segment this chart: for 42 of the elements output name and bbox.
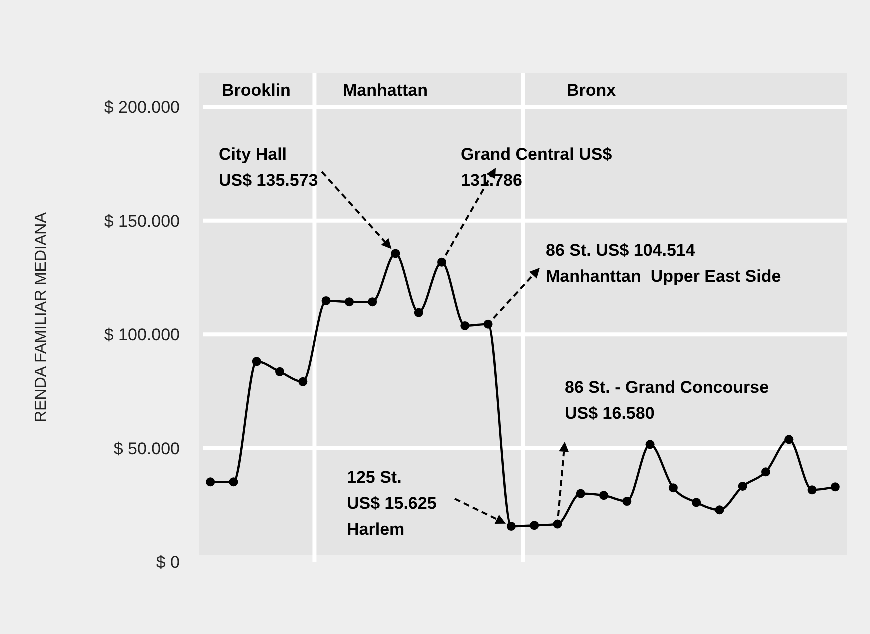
y-tick-label: $ 50.000 <box>114 439 180 458</box>
annotation: City Hall US$ 135.573 <box>219 145 318 190</box>
point <box>530 521 540 530</box>
point <box>229 478 238 487</box>
y-tick-label: $ 150.000 <box>104 212 180 231</box>
annotation: 86 St. - Grand Concourse US$ 16.580 <box>565 378 770 423</box>
point <box>553 520 562 529</box>
point <box>506 522 516 531</box>
point <box>368 298 378 307</box>
point <box>438 258 446 267</box>
point <box>276 367 284 376</box>
point <box>322 296 331 306</box>
point <box>738 482 748 492</box>
y-axis-title: RENDA FAMILIAR MEDIANA <box>33 212 50 422</box>
point <box>414 308 424 318</box>
point <box>344 298 354 307</box>
point <box>576 489 586 498</box>
point <box>460 321 470 330</box>
point <box>668 484 678 493</box>
point <box>646 440 655 450</box>
point <box>298 377 308 386</box>
point <box>391 249 400 258</box>
point <box>622 497 632 506</box>
point <box>252 357 262 366</box>
annotation: 86 St. US$ 104.514 Manhanttan Upper East Side <box>546 241 782 286</box>
y-tick-label: $ 0 <box>156 552 180 572</box>
point <box>484 320 493 329</box>
point <box>600 491 608 500</box>
point <box>808 486 817 495</box>
point <box>784 435 794 444</box>
point <box>692 498 702 508</box>
annotation: Grand Central US$ 131.786 <box>461 145 613 190</box>
annotation: Manhattan <box>343 81 428 100</box>
point <box>762 468 770 477</box>
point <box>206 478 216 487</box>
y-tick-label: $ 200.000 <box>104 98 180 118</box>
y-tick-label: $ 100.000 <box>104 326 180 345</box>
annotation: Bronx <box>567 81 617 100</box>
annotation: Brooklin <box>222 81 291 100</box>
point <box>715 506 724 515</box>
point <box>830 482 840 492</box>
annotation: 125 St. US$ 15.625 Harlem <box>347 468 437 539</box>
